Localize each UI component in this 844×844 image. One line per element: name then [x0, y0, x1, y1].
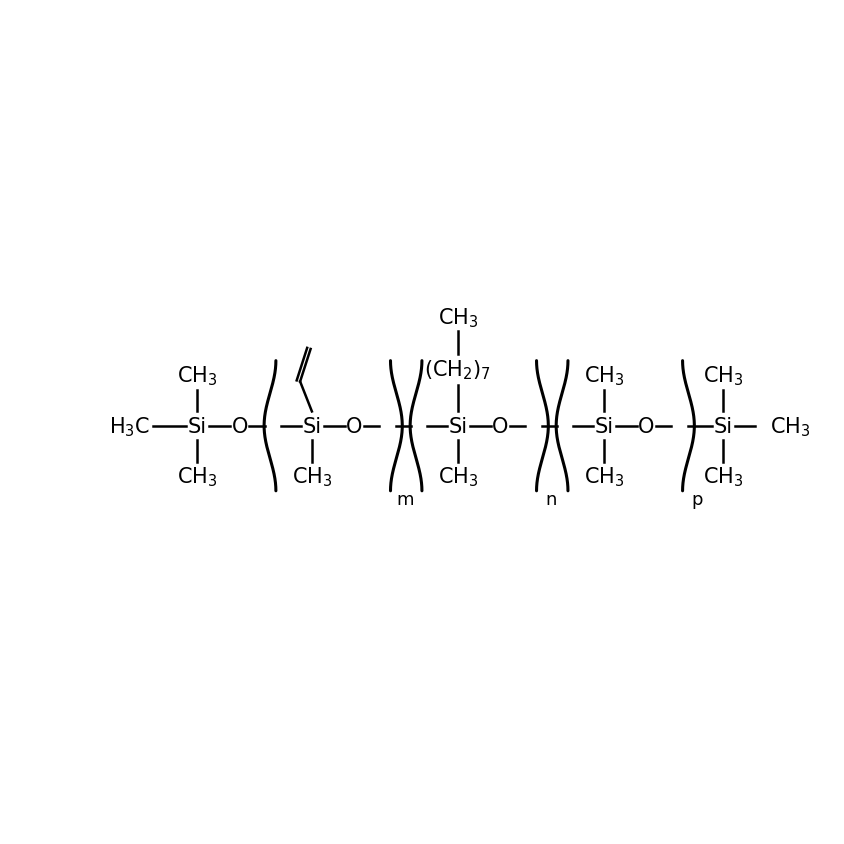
Text: O: O	[231, 416, 248, 436]
Text: Si: Si	[187, 416, 207, 436]
Text: O: O	[346, 416, 362, 436]
Text: n: n	[544, 490, 556, 508]
Text: CH$_3$: CH$_3$	[177, 465, 217, 489]
Text: (CH$_2$)$_7$: (CH$_2$)$_7$	[424, 358, 491, 381]
Text: CH$_3$: CH$_3$	[437, 306, 478, 329]
Text: Si: Si	[713, 416, 732, 436]
Text: CH$_3$: CH$_3$	[702, 364, 743, 387]
Text: Si: Si	[593, 416, 613, 436]
Text: H$_3$C: H$_3$C	[109, 414, 150, 438]
Text: p: p	[690, 490, 702, 508]
Text: CH$_3$: CH$_3$	[291, 465, 332, 489]
Text: CH$_3$: CH$_3$	[437, 465, 478, 489]
Text: CH$_3$: CH$_3$	[770, 414, 810, 438]
Text: CH$_3$: CH$_3$	[702, 465, 743, 489]
Text: O: O	[492, 416, 508, 436]
Text: CH$_3$: CH$_3$	[583, 465, 624, 489]
Text: Si: Si	[302, 416, 321, 436]
Text: CH$_3$: CH$_3$	[177, 364, 217, 387]
Text: O: O	[637, 416, 654, 436]
Text: m: m	[396, 490, 414, 508]
Text: CH$_3$: CH$_3$	[583, 364, 624, 387]
Text: Si: Si	[448, 416, 467, 436]
